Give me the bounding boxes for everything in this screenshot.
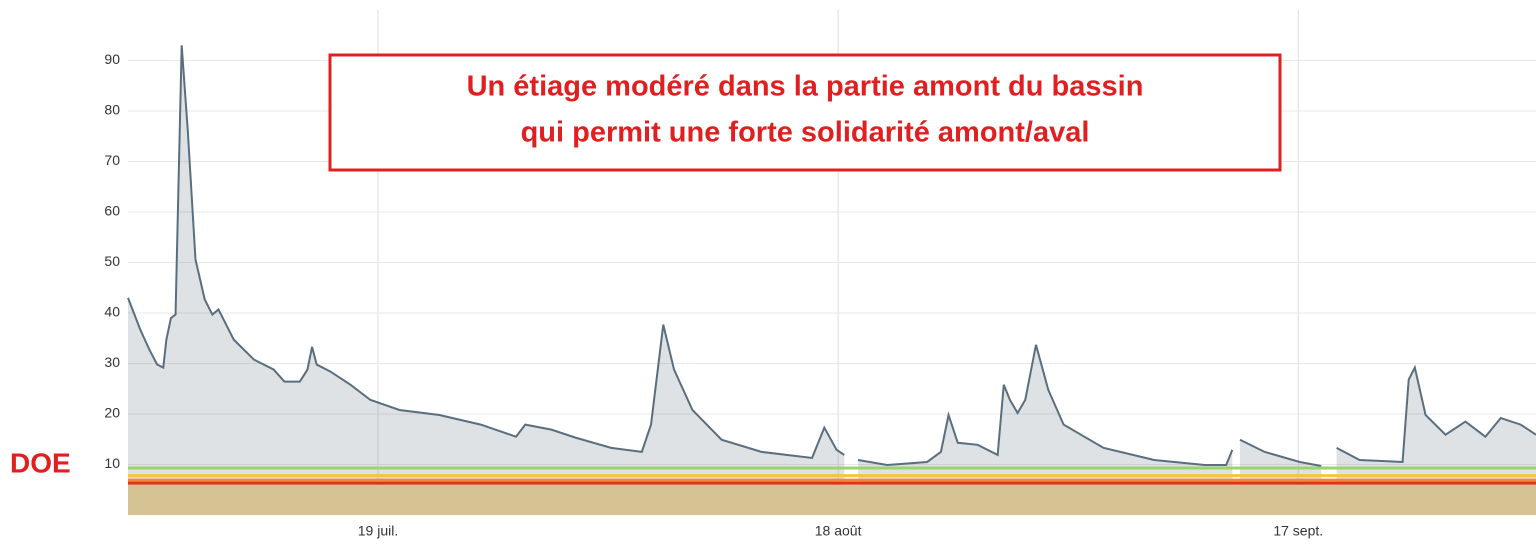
x-tick-label: 17 sept. <box>1273 523 1323 539</box>
y-tick-label: 30 <box>104 354 120 370</box>
y-tick-label: 10 <box>104 455 120 471</box>
area <box>1336 367 1536 515</box>
threshold-label: DOE <box>10 447 71 478</box>
annotation: qui permit une forte solidarité amont/av… <box>521 117 1090 149</box>
y-tick-label: 50 <box>104 253 120 269</box>
y-tick-label: 40 <box>104 304 120 320</box>
y-tick-label: 20 <box>104 405 120 421</box>
area <box>128 45 845 515</box>
annotation: Un étiage modéré dans la partie amont du… <box>467 71 1144 103</box>
line <box>127 45 845 460</box>
annotation-box <box>328 53 1282 172</box>
line <box>1336 364 1536 464</box>
y-tick-label: 60 <box>104 203 120 219</box>
x-tick-label: 19 juil. <box>358 523 398 539</box>
x-tick-label: 18 août <box>815 523 862 539</box>
area <box>858 344 1233 515</box>
line <box>1239 438 1322 467</box>
y-tick-label: 80 <box>104 102 120 118</box>
y-tick-label: 70 <box>104 152 120 168</box>
line <box>857 344 1234 467</box>
y-tick-label: 90 <box>104 51 120 67</box>
floor-area <box>128 484 1536 515</box>
